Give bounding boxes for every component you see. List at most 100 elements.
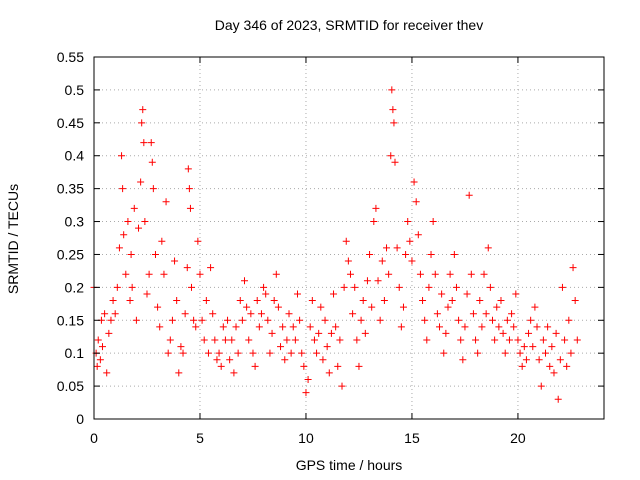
data-point	[128, 283, 136, 291]
data-point	[249, 349, 257, 357]
data-point	[512, 290, 520, 298]
data-point	[372, 204, 380, 212]
data-point	[425, 283, 433, 291]
data-point	[397, 323, 405, 331]
data-point	[296, 316, 304, 324]
data-point	[149, 185, 157, 193]
data-point	[544, 323, 552, 331]
data-point	[186, 204, 194, 212]
data-point	[336, 336, 344, 344]
data-point	[508, 310, 516, 318]
data-point	[179, 349, 187, 357]
data-point	[213, 356, 221, 364]
data-point	[147, 139, 155, 147]
data-point	[262, 290, 270, 298]
data-point	[539, 336, 547, 344]
data-point	[103, 369, 111, 377]
data-point	[200, 336, 208, 344]
data-point	[340, 283, 348, 291]
data-point	[442, 329, 450, 337]
data-point	[118, 152, 126, 160]
data-point	[342, 237, 350, 245]
data-point	[162, 198, 170, 206]
data-point	[325, 369, 333, 377]
data-point	[101, 310, 109, 318]
data-point	[404, 218, 412, 226]
data-point	[194, 237, 202, 245]
data-point	[338, 382, 346, 390]
y-tick-label: 0.25	[57, 246, 84, 262]
data-point	[315, 329, 323, 337]
x-tick-label: 20	[510, 430, 526, 446]
data-point	[177, 343, 185, 351]
y-tick-label: 0.05	[57, 378, 84, 394]
data-point	[272, 270, 280, 278]
data-point	[546, 362, 554, 370]
data-point	[323, 343, 331, 351]
data-point	[353, 336, 361, 344]
y-tick-label: 0.3	[65, 214, 85, 230]
data-point	[516, 349, 524, 357]
data-point	[346, 270, 354, 278]
y-tick-label: 0	[76, 411, 84, 427]
data-point	[226, 356, 234, 364]
data-point	[484, 244, 492, 252]
data-point	[96, 356, 104, 364]
data-point	[228, 336, 236, 344]
data-point	[366, 250, 374, 258]
data-point	[145, 270, 153, 278]
data-point	[520, 343, 528, 351]
y-tick-label: 0.5	[65, 82, 85, 98]
data-point	[168, 316, 176, 324]
data-point	[406, 237, 414, 245]
data-point	[308, 297, 316, 305]
data-point	[548, 343, 556, 351]
data-point	[164, 349, 172, 357]
data-point	[217, 362, 225, 370]
data-point	[151, 250, 159, 258]
data-point	[306, 323, 314, 331]
data-point	[115, 244, 123, 252]
data-point	[251, 362, 259, 370]
data-point	[408, 257, 416, 265]
data-point	[304, 376, 312, 384]
data-point	[111, 310, 119, 318]
data-point	[160, 270, 168, 278]
x-tick-label: 0	[90, 430, 98, 446]
data-point	[533, 323, 541, 331]
data-point	[245, 336, 253, 344]
data-point	[474, 349, 482, 357]
data-point	[469, 310, 477, 318]
data-point	[190, 316, 198, 324]
data-point	[571, 297, 579, 305]
data-point	[429, 218, 437, 226]
data-point	[450, 250, 458, 258]
data-point	[202, 297, 210, 305]
data-point	[94, 336, 102, 344]
x-axis-label: GPS time / hours	[296, 457, 403, 473]
data-point	[448, 297, 456, 305]
data-point	[141, 218, 149, 226]
data-point	[556, 356, 564, 364]
data-point	[385, 270, 393, 278]
data-point	[238, 316, 246, 324]
y-axis-label: SRMTID / TECUs	[5, 184, 21, 294]
data-point	[302, 389, 310, 397]
data-point	[444, 303, 452, 311]
data-point	[465, 191, 473, 199]
data-point	[525, 329, 533, 337]
data-point	[113, 283, 121, 291]
data-point	[232, 323, 240, 331]
data-point	[491, 336, 499, 344]
data-point	[140, 139, 148, 147]
grid-lines	[94, 57, 604, 419]
data-point	[148, 158, 156, 166]
data-point	[126, 297, 134, 305]
data-point	[436, 323, 444, 331]
data-point	[573, 336, 581, 344]
data-point	[181, 310, 189, 318]
data-point	[234, 349, 242, 357]
y-tick-label: 0.4	[65, 148, 85, 164]
y-tick-label: 0.55	[57, 49, 84, 65]
data-point	[561, 336, 569, 344]
